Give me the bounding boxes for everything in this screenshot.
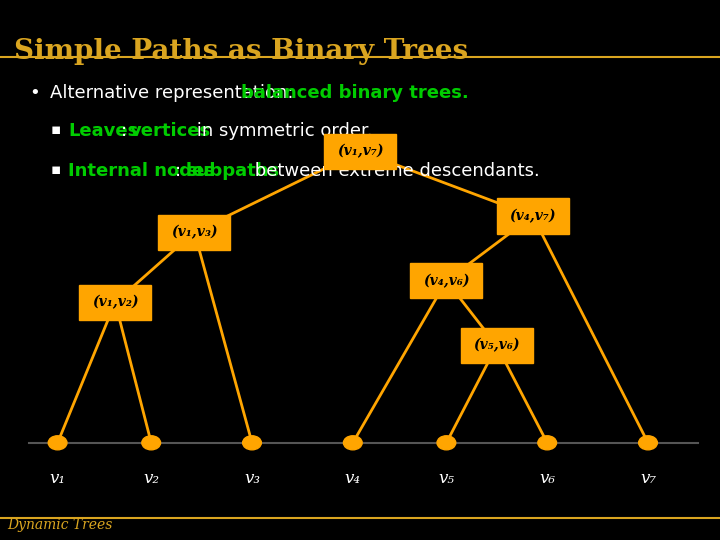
Circle shape: [243, 436, 261, 450]
Text: v₄: v₄: [345, 470, 361, 487]
Text: (v₄,v₆): (v₄,v₆): [423, 274, 469, 288]
FancyBboxPatch shape: [497, 198, 569, 233]
Circle shape: [343, 436, 362, 450]
Text: •: •: [29, 84, 40, 102]
Circle shape: [142, 436, 161, 450]
Text: Internal nodes: Internal nodes: [68, 162, 215, 180]
FancyBboxPatch shape: [461, 328, 533, 363]
Text: Alternative representation:: Alternative representation:: [50, 84, 300, 102]
Text: vertices: vertices: [130, 122, 211, 139]
FancyBboxPatch shape: [79, 285, 151, 320]
Circle shape: [437, 436, 456, 450]
Text: Leaves: Leaves: [68, 122, 139, 139]
Circle shape: [48, 436, 67, 450]
FancyBboxPatch shape: [324, 134, 396, 168]
Text: subpaths: subpaths: [186, 162, 279, 180]
Text: in symmetric order.: in symmetric order.: [191, 122, 372, 139]
Text: Simple Paths as Binary Trees: Simple Paths as Binary Trees: [14, 38, 469, 65]
FancyBboxPatch shape: [410, 263, 482, 298]
Text: v₂: v₂: [143, 470, 159, 487]
FancyBboxPatch shape: [158, 214, 230, 249]
Text: Dynamic Trees: Dynamic Trees: [7, 518, 112, 532]
Text: v₇: v₇: [640, 470, 656, 487]
Circle shape: [639, 436, 657, 450]
Circle shape: [538, 436, 557, 450]
Text: ▪: ▪: [50, 122, 60, 137]
Text: v₃: v₃: [244, 470, 260, 487]
Text: (v₁,v₇): (v₁,v₇): [337, 144, 383, 158]
Text: :: :: [121, 122, 132, 139]
Text: balanced binary trees.: balanced binary trees.: [241, 84, 469, 102]
Text: (v₁,v₂): (v₁,v₂): [92, 295, 138, 309]
Text: v₆: v₆: [539, 470, 555, 487]
Text: v₁: v₁: [50, 470, 66, 487]
Text: between extreme descendants.: between extreme descendants.: [249, 162, 540, 180]
Text: (v₅,v₆): (v₅,v₆): [474, 339, 520, 353]
Text: ▪: ▪: [50, 162, 60, 177]
Text: :: :: [175, 162, 186, 180]
Text: v₅: v₅: [438, 470, 454, 487]
Text: (v₄,v₇): (v₄,v₇): [510, 209, 556, 223]
Text: (v₁,v₃): (v₁,v₃): [171, 225, 217, 239]
